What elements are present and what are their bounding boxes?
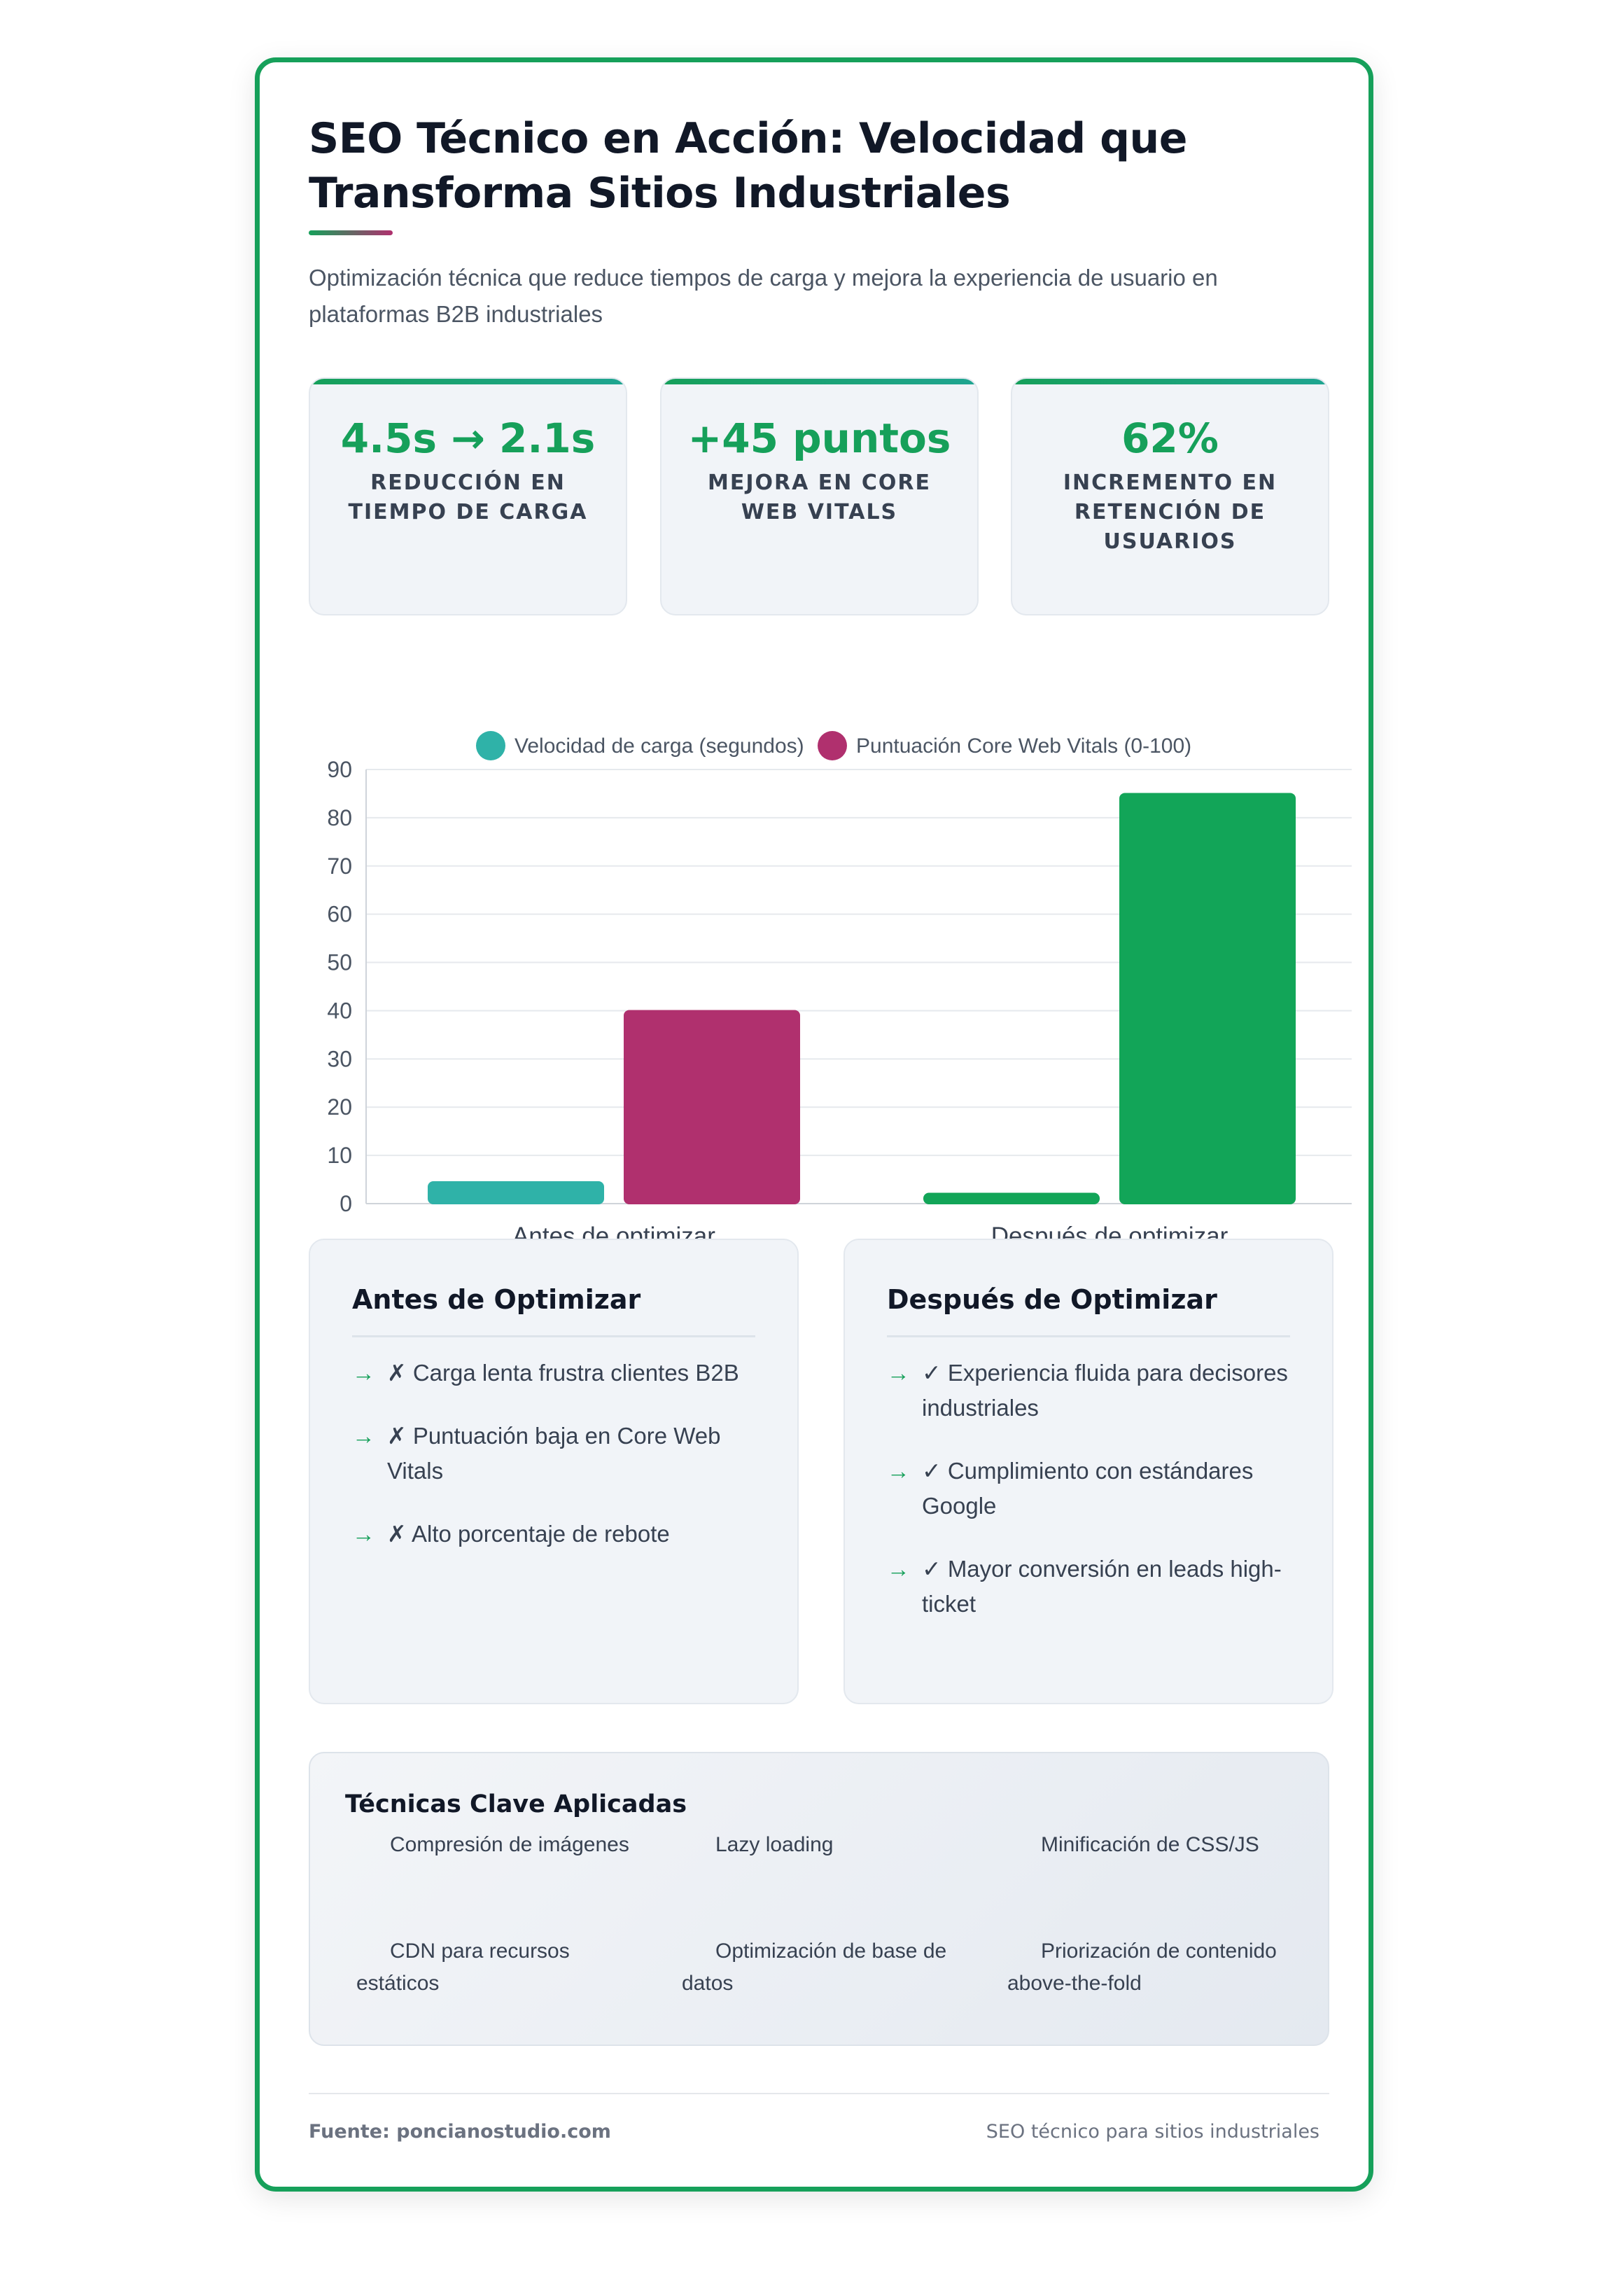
bar <box>624 1010 800 1204</box>
y-tick-label: 60 <box>327 902 352 927</box>
stat-card-load-time: 4.5s → 2.1s Reducción en tiempo de carga <box>309 377 627 615</box>
y-tick-label: 40 <box>327 998 352 1023</box>
list-item: → ✗ Alto porcentaje de rebote <box>352 1517 755 1552</box>
list-item-text: ✓ Mayor conversión en leads high-ticket <box>922 1556 1282 1617</box>
list-item-text: ✓ Experiencia fluida para decisores indu… <box>922 1360 1288 1421</box>
techniques-title: Técnicas Clave Aplicadas <box>345 1790 687 1818</box>
infographic-card: SEO Técnico en Acción: Velocidad que Tra… <box>255 57 1373 2192</box>
legend-swatch <box>476 731 505 760</box>
stat-value: 62% <box>1121 415 1219 462</box>
bar <box>923 1192 1100 1204</box>
footer-divider <box>309 2093 1329 2094</box>
legend-label: Puntuación Core Web Vitals (0-100) <box>856 734 1191 758</box>
list-item: → ✓ Cumplimiento con estándares Google <box>887 1454 1290 1524</box>
bar <box>1119 793 1296 1204</box>
legend-swatch <box>818 731 847 760</box>
y-tick-label: 80 <box>327 805 352 830</box>
list-item: → ✓ Mayor conversión en leads high-ticket <box>887 1552 1290 1622</box>
before-list: → ✗ Carga lenta frustra clientes B2B → ✗ P… <box>352 1356 755 1552</box>
before-panel: Antes de Optimizar → ✗ Carga lenta frustr… <box>309 1239 799 1704</box>
list-item: → ✗ Carga lenta frustra clientes B2B <box>352 1356 755 1391</box>
technique-item: Lazy loading <box>715 1833 834 1856</box>
technique-item: Optimización de base de datos <box>682 1940 947 1995</box>
y-tick-label: 0 <box>340 1191 352 1216</box>
footer-source: Fuente: poncianostudio.com <box>309 2121 611 2143</box>
footer-tagline: SEO técnico para sitios industriales <box>986 2121 1320 2143</box>
list-item: → ✗ Puntuación baja en Core Web Vitals <box>352 1419 755 1489</box>
bar <box>428 1181 604 1204</box>
stat-card-core-web-vitals: +45 puntos Mejora en Core Web Vitals <box>660 377 979 615</box>
arrow-right-icon: → <box>887 1556 910 1582</box>
bar-chart: Velocidad de carga (segundos) Puntuación … <box>288 664 1352 1267</box>
y-tick-label: 10 <box>327 1143 352 1168</box>
list-item-text: ✓ Cumplimiento con estándares Google <box>922 1458 1254 1519</box>
y-tick-label: 30 <box>327 1046 352 1071</box>
arrow-right-icon: → <box>887 1458 910 1484</box>
after-title: Después de Optimizar <box>887 1282 1290 1337</box>
technique-item: Minificación de CSS/JS <box>1041 1833 1259 1856</box>
list-item: → ✓ Experiencia fluida para decisores ind… <box>887 1356 1290 1426</box>
stat-label: Reducción en tiempo de carga <box>348 471 588 524</box>
technique-item: Compresión de imágenes <box>390 1833 629 1856</box>
list-item-text: ✗ Carga lenta frustra clientes B2B <box>387 1360 739 1386</box>
stat-value: +45 puntos <box>687 415 951 462</box>
technique-item: CDN para recursos estáticos <box>356 1940 570 1995</box>
stat-value: 4.5s → 2.1s <box>340 415 596 462</box>
bar-chart-svg: Velocidad de carga (segundos) Puntuación … <box>327 731 1352 1250</box>
arrow-right-icon: → <box>352 1521 375 1547</box>
y-tick-label: 50 <box>327 950 352 975</box>
after-list: → ✓ Experiencia fluida para decisores ind… <box>887 1356 1290 1622</box>
y-tick-label: 20 <box>327 1094 352 1120</box>
stat-label: Incremento en retención de usuarios <box>1063 471 1278 554</box>
after-panel: Después de Optimizar → ✓ Experiencia flui… <box>844 1239 1334 1704</box>
stat-card-retention: 62% Incremento en retención de usuarios <box>1011 377 1329 615</box>
y-tick-label: 70 <box>327 854 352 879</box>
techniques-box: Técnicas Clave Aplicadas Compresión de i… <box>309 1752 1329 2046</box>
list-item-text: ✗ Alto porcentaje de rebote <box>387 1521 670 1547</box>
list-item-text: ✗ Puntuación baja en Core Web Vitals <box>387 1423 721 1484</box>
page-subtitle: Optimización técnica que reduce tiempos … <box>309 265 1218 327</box>
stat-label: Mejora en Core Web Vitals <box>708 471 931 524</box>
page-title: SEO Técnico en Acción: Velocidad que Tra… <box>309 114 1187 218</box>
arrow-right-icon: → <box>887 1360 910 1386</box>
y-tick-label: 90 <box>327 757 352 782</box>
technique-item: Priorización de contenido above-the-fold <box>1007 1940 1277 1995</box>
legend-label: Velocidad de carga (segundos) <box>514 734 804 758</box>
arrow-right-icon: → <box>352 1423 375 1449</box>
title-underline <box>309 230 393 235</box>
arrow-right-icon: → <box>352 1360 375 1386</box>
before-title: Antes de Optimizar <box>352 1282 755 1337</box>
